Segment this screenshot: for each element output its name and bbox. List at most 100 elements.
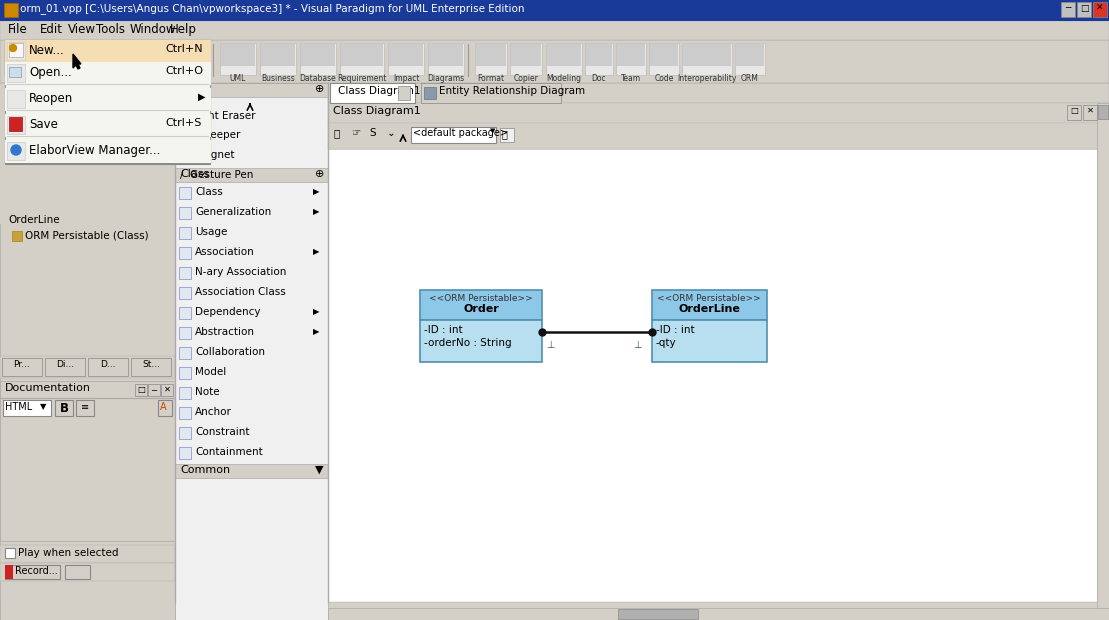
Text: Reopen: Reopen bbox=[29, 92, 73, 105]
Bar bbox=[735, 43, 765, 75]
Bar bbox=[328, 103, 1109, 123]
Bar bbox=[177, 364, 326, 383]
Bar bbox=[6, 40, 210, 162]
Circle shape bbox=[10, 45, 17, 51]
Bar bbox=[0, 40, 1109, 83]
Bar bbox=[398, 86, 410, 100]
Bar bbox=[177, 424, 326, 443]
Bar bbox=[340, 44, 383, 66]
Bar bbox=[177, 404, 326, 423]
Text: ▶: ▶ bbox=[199, 92, 205, 102]
Bar bbox=[682, 43, 732, 75]
Text: D...: D... bbox=[100, 360, 115, 369]
Bar bbox=[652, 290, 767, 320]
Text: Note: Note bbox=[195, 387, 220, 397]
Text: Tools: Tools bbox=[180, 84, 207, 94]
Text: <<ORM Persistable>>: <<ORM Persistable>> bbox=[429, 294, 533, 303]
Text: Code: Code bbox=[654, 74, 673, 83]
Bar bbox=[179, 227, 191, 239]
Text: Paste: Paste bbox=[129, 74, 150, 83]
Bar bbox=[147, 384, 160, 396]
Bar bbox=[88, 358, 128, 376]
Bar bbox=[649, 43, 679, 75]
Bar bbox=[175, 168, 328, 182]
Bar bbox=[0, 0, 1109, 20]
Bar bbox=[4, 43, 38, 75]
Bar bbox=[175, 83, 328, 620]
Text: Window: Window bbox=[130, 23, 176, 36]
Text: 🔍: 🔍 bbox=[502, 129, 508, 139]
Bar bbox=[6, 548, 16, 558]
Text: ⊕: ⊕ bbox=[315, 84, 324, 94]
Text: Association: Association bbox=[195, 247, 255, 257]
Text: □: □ bbox=[138, 385, 145, 394]
Text: ≡: ≡ bbox=[81, 402, 89, 412]
Bar bbox=[179, 207, 191, 219]
Bar bbox=[220, 43, 256, 75]
Text: -ID : int: -ID : int bbox=[657, 325, 694, 335]
Bar bbox=[4, 3, 18, 17]
Text: ─: ─ bbox=[1066, 4, 1070, 13]
Bar bbox=[330, 83, 415, 103]
Text: □: □ bbox=[1070, 106, 1078, 115]
Bar bbox=[389, 44, 423, 66]
Text: Requirement: Requirement bbox=[337, 74, 387, 83]
Bar bbox=[2, 358, 42, 376]
Bar bbox=[260, 43, 296, 75]
Bar bbox=[177, 324, 326, 343]
Bar bbox=[187, 44, 207, 66]
Bar bbox=[420, 290, 542, 320]
Text: Open...: Open... bbox=[29, 66, 72, 79]
Bar bbox=[157, 400, 172, 416]
Bar bbox=[179, 327, 191, 339]
Bar bbox=[1083, 105, 1097, 120]
Bar bbox=[179, 287, 191, 299]
Text: Tools: Tools bbox=[96, 23, 125, 36]
Bar bbox=[161, 384, 173, 396]
Bar bbox=[179, 187, 191, 199]
Bar bbox=[328, 149, 1097, 608]
Text: Dependency: Dependency bbox=[195, 307, 261, 317]
Bar bbox=[617, 44, 645, 66]
Bar bbox=[177, 184, 326, 203]
Bar bbox=[0, 20, 1109, 40]
Bar bbox=[104, 43, 126, 75]
Bar bbox=[177, 444, 326, 463]
Text: Impact: Impact bbox=[393, 74, 419, 83]
Bar bbox=[546, 43, 582, 75]
Text: Class: Class bbox=[195, 187, 223, 197]
Bar bbox=[6, 62, 210, 84]
Bar bbox=[40, 43, 68, 75]
Text: Doc: Doc bbox=[592, 74, 607, 83]
Text: ✕: ✕ bbox=[1097, 4, 1103, 13]
Text: Edit: Edit bbox=[40, 23, 63, 36]
Bar bbox=[6, 88, 210, 110]
Text: ORM: ORM bbox=[741, 74, 759, 83]
Bar bbox=[261, 44, 295, 66]
Circle shape bbox=[11, 145, 21, 155]
Text: Ctrl+O: Ctrl+O bbox=[165, 66, 203, 76]
Bar bbox=[179, 247, 191, 259]
Bar bbox=[6, 565, 13, 579]
Text: Association Class: Association Class bbox=[195, 287, 286, 297]
Bar bbox=[421, 83, 561, 103]
Bar bbox=[0, 563, 175, 581]
Text: ElaborView Manager...: ElaborView Manager... bbox=[29, 144, 161, 157]
Text: Interoperability: Interoperability bbox=[678, 74, 736, 83]
Text: ▼: ▼ bbox=[315, 465, 324, 475]
Text: Project: Project bbox=[8, 74, 34, 83]
Bar bbox=[177, 148, 326, 166]
Text: Format: Format bbox=[478, 74, 505, 83]
Bar bbox=[81, 44, 101, 66]
Text: ▶: ▶ bbox=[313, 187, 319, 196]
Text: Ctrl+S: Ctrl+S bbox=[165, 118, 202, 128]
Bar bbox=[77, 400, 94, 416]
Bar bbox=[162, 43, 184, 75]
Bar bbox=[177, 108, 326, 126]
Text: ▶: ▶ bbox=[313, 327, 319, 336]
Text: -orderNo : String: -orderNo : String bbox=[424, 338, 511, 348]
Text: Class Diagram1: Class Diagram1 bbox=[333, 106, 420, 116]
Bar bbox=[3, 400, 51, 416]
Bar bbox=[129, 44, 149, 66]
Bar bbox=[128, 43, 150, 75]
